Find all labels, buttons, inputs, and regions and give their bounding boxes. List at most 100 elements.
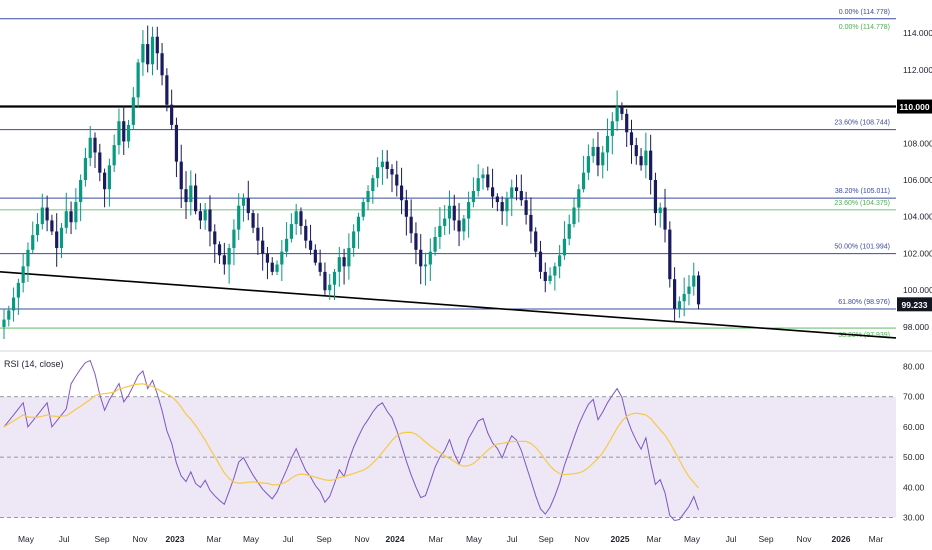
candle-body <box>443 218 447 226</box>
candle-body <box>102 172 107 190</box>
candle-body <box>332 271 337 285</box>
time-tick-label: Jul <box>507 534 518 544</box>
time-tick-label: Nov <box>354 534 370 544</box>
candle-body <box>629 132 634 146</box>
candle-body <box>390 168 394 175</box>
candle-body <box>35 224 40 236</box>
candle-body <box>548 275 552 282</box>
price-pane[interactable]: 0.00% (114.778) 23.60% (108.744) 38.20% (1… <box>0 9 932 339</box>
candle-body <box>572 207 576 225</box>
candle-body <box>644 150 648 166</box>
candle-body <box>452 205 456 221</box>
candle-body <box>610 121 614 136</box>
price-tick-label: 106.000 <box>903 175 932 185</box>
candle-body <box>543 271 547 282</box>
candle-body <box>126 124 131 142</box>
candle-body <box>289 224 293 239</box>
time-tick-label: May <box>466 534 483 544</box>
candle-body <box>189 185 193 203</box>
rsi-tick-label: 70.00 <box>903 392 925 402</box>
candle-body <box>562 238 567 256</box>
candle-body <box>510 187 514 199</box>
candle-body <box>620 106 624 114</box>
time-tick-label: May <box>684 534 701 544</box>
candle-body <box>256 227 260 241</box>
candle-body <box>419 249 423 267</box>
rsi-pane[interactable]: RSI (14, close) 80.00 70.00 60.00 50.00 40.0… <box>0 359 925 522</box>
candle-body <box>213 231 217 245</box>
candle-body <box>217 244 222 256</box>
fib-level-label: 0.00% (114.778) <box>839 9 890 16</box>
candle-body <box>318 262 322 272</box>
candle-body <box>457 220 461 232</box>
candle-body <box>150 36 155 65</box>
candle-body <box>160 53 164 76</box>
candle-body <box>246 198 250 214</box>
time-tick-label: Nov <box>574 534 590 544</box>
rsi-tick-label: 80.00 <box>903 362 925 372</box>
candle-body <box>519 191 523 201</box>
candle-body <box>605 135 610 153</box>
time-tick-label: Nov <box>132 534 148 544</box>
rsi-tick-label: 30.00 <box>903 512 925 522</box>
candle-body <box>141 44 145 63</box>
candle-body <box>342 257 346 267</box>
candle-body <box>55 231 59 248</box>
candle-body <box>179 161 183 190</box>
time-tick-label: Nov <box>796 534 812 544</box>
candle-body <box>98 152 102 173</box>
candle-body <box>625 113 629 133</box>
fib-level-label: 0.00% (114.778) <box>839 24 890 31</box>
candle-body <box>237 205 241 230</box>
candle-body <box>696 275 701 305</box>
candle-body <box>170 104 174 125</box>
candle-body <box>534 231 538 252</box>
time-tick-label: Jul <box>283 534 294 544</box>
candle-body <box>567 224 571 239</box>
candle-body <box>395 174 399 186</box>
key-level-tag <box>897 99 932 114</box>
candle-body <box>462 218 466 232</box>
candle-body <box>265 253 270 263</box>
candle-body <box>280 251 284 265</box>
candle-body <box>663 207 667 230</box>
time-tick-label: May <box>18 534 35 544</box>
time-tick-label: Sep <box>758 534 773 544</box>
candle-body <box>514 187 519 192</box>
candle-body <box>404 200 408 217</box>
candle-body <box>615 106 619 122</box>
rsi-tick-label: 40.00 <box>903 482 925 492</box>
candle-body <box>337 257 341 272</box>
candle-body <box>486 174 490 188</box>
key-level-tag-text: 110.000 <box>899 102 930 112</box>
candle-body <box>31 235 35 250</box>
candle-body <box>79 180 83 203</box>
candle-body <box>371 178 375 192</box>
candle-body <box>577 189 581 208</box>
candle-body <box>16 282 20 298</box>
candle-body <box>687 286 691 294</box>
candle-body <box>505 198 509 212</box>
candle-body <box>26 249 30 267</box>
candle-body <box>682 293 686 302</box>
candle-body <box>433 236 437 252</box>
fib-level-label: 23.60% (104.375) <box>834 200 890 207</box>
candle-body <box>366 191 370 203</box>
candle-body <box>658 207 662 214</box>
candle-body <box>529 214 533 232</box>
candle-body <box>146 44 150 65</box>
candle-body <box>649 150 653 181</box>
candle-body <box>423 264 428 267</box>
candle-body <box>74 202 78 223</box>
time-tick-label: Jul <box>726 534 737 544</box>
candle-body <box>83 157 88 181</box>
time-tick-label: 2023 <box>166 534 185 544</box>
candle-body <box>21 266 25 283</box>
candle-body <box>524 200 528 215</box>
candle-body <box>673 279 677 309</box>
candle-body <box>131 97 135 125</box>
candle-body <box>50 220 54 232</box>
time-axis[interactable]: May Jul Sep Nov 2023 Mar May Jul Sep Nov 2024 Mar Ma… <box>18 534 884 544</box>
price-tick-label: 104.000 <box>903 212 932 222</box>
candle-body <box>591 146 595 157</box>
